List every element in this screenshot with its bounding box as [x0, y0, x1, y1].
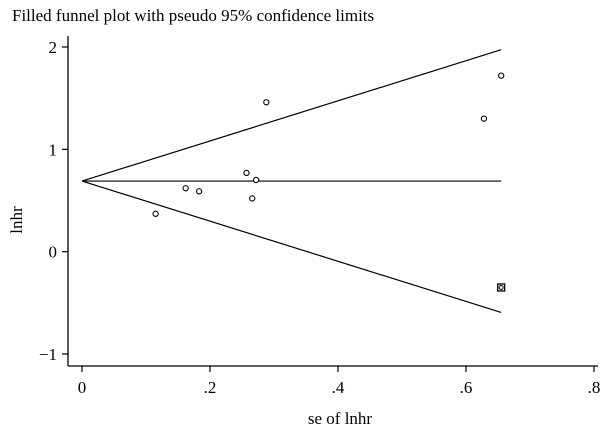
study-point — [263, 99, 270, 106]
axes — [67, 36, 598, 367]
study-point — [498, 72, 505, 79]
study-point — [195, 188, 203, 195]
y-ticks: −1 0 1 2 — [39, 38, 68, 364]
filled-study-point — [498, 284, 504, 290]
y-axis-label: lnhr — [7, 206, 26, 234]
study-point — [480, 115, 488, 122]
study-point — [152, 210, 159, 217]
chart-title: Filled funnel plot with pseudo 95% confi… — [12, 6, 375, 25]
x-tick-label: .4 — [332, 378, 345, 397]
x-ticks: 0 .2 .4 .6 .8 — [78, 366, 601, 397]
y-tick-label: 2 — [49, 38, 58, 57]
lower-confidence-limit — [81, 180, 502, 314]
x-axis-label: se of lnhr — [308, 409, 373, 428]
study-point — [243, 169, 250, 177]
x-tick-label: .6 — [460, 378, 473, 397]
upper-confidence-limit — [81, 49, 502, 182]
y-tick-label: 0 — [49, 243, 58, 262]
filled-study-marker — [497, 283, 506, 292]
x-tick-label: .2 — [204, 378, 217, 397]
x-tick-label: .8 — [588, 378, 601, 397]
study-point — [182, 185, 189, 192]
x-tick-label: 0 — [78, 378, 87, 397]
study-point — [249, 195, 256, 202]
y-tick-label: 1 — [49, 140, 58, 159]
funnel-lines — [81, 49, 502, 314]
data-points — [152, 72, 506, 292]
study-point — [252, 176, 260, 184]
y-tick-label: −1 — [39, 345, 57, 364]
